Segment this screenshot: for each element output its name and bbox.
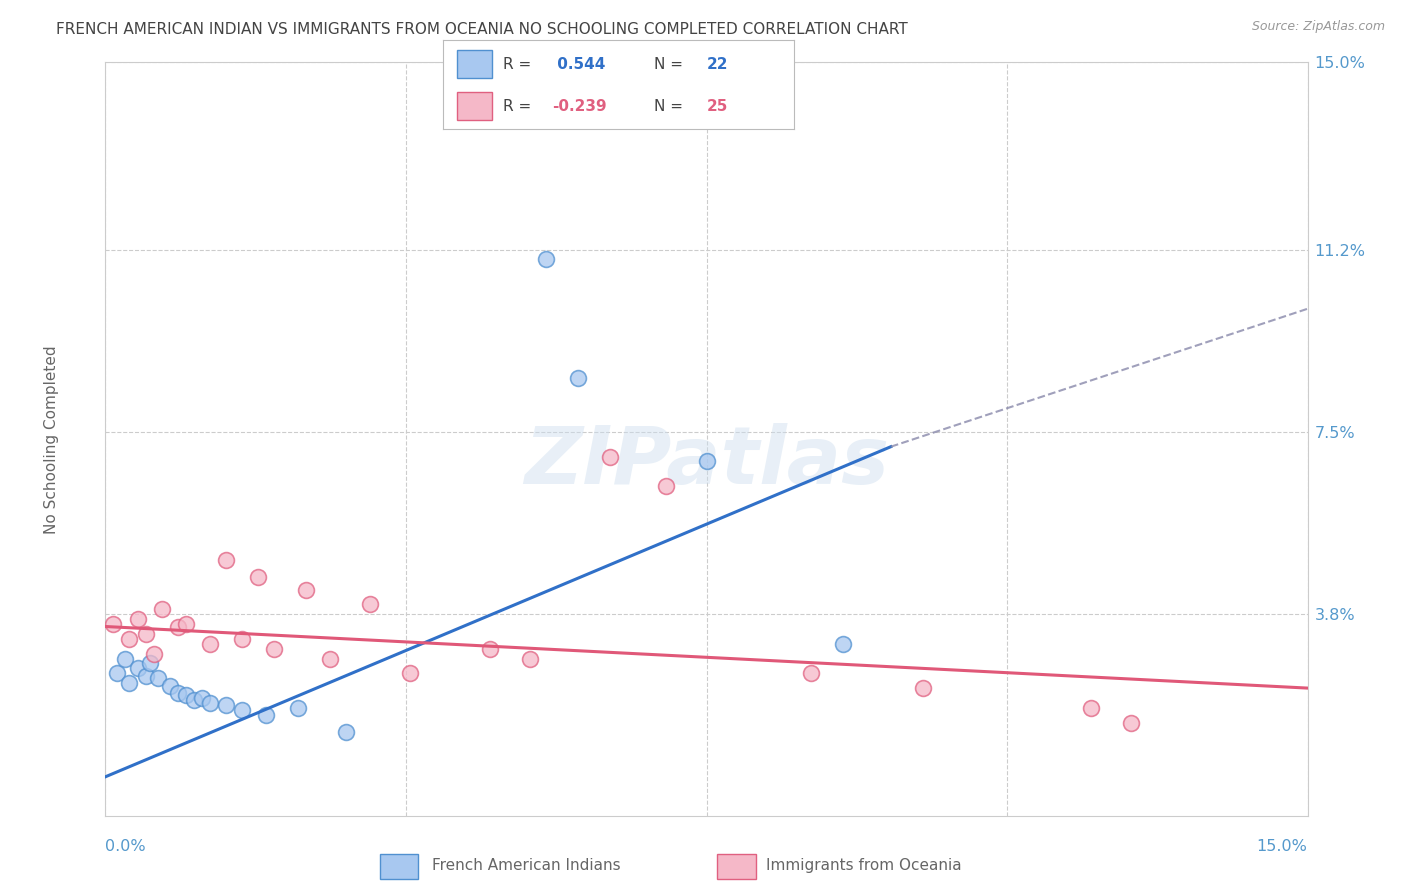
Bar <box>380 855 419 879</box>
Point <box>231 632 253 646</box>
Point <box>174 689 197 703</box>
Point <box>103 617 125 632</box>
Text: 0.544: 0.544 <box>551 57 605 71</box>
Point <box>127 612 149 626</box>
Point <box>159 679 181 693</box>
Point <box>138 657 160 671</box>
Point <box>295 582 318 597</box>
Point <box>198 637 221 651</box>
Text: N =: N = <box>654 57 688 71</box>
Point <box>246 570 269 584</box>
Point <box>1121 715 1143 730</box>
Point <box>479 641 502 656</box>
Point <box>263 641 285 656</box>
Point <box>254 708 277 723</box>
Point <box>359 598 381 612</box>
Point <box>174 617 197 632</box>
Point <box>190 690 212 705</box>
Point <box>118 676 141 690</box>
Point <box>142 647 165 661</box>
Point <box>150 602 173 616</box>
Point <box>107 666 129 681</box>
Point <box>118 632 141 646</box>
Bar <box>457 92 492 120</box>
Point <box>696 454 718 468</box>
Point <box>319 651 342 665</box>
Point <box>831 637 853 651</box>
Point <box>800 666 823 681</box>
Point <box>1080 700 1102 714</box>
Point <box>567 370 589 384</box>
Point <box>911 681 934 695</box>
Point <box>127 661 149 675</box>
Text: 15.0%: 15.0% <box>1257 838 1308 854</box>
Text: Source: ZipAtlas.com: Source: ZipAtlas.com <box>1251 20 1385 33</box>
Text: -0.239: -0.239 <box>551 99 606 113</box>
Text: R =: R = <box>503 99 536 113</box>
Point <box>198 696 221 710</box>
Point <box>534 252 557 267</box>
Point <box>214 698 236 713</box>
Text: No Schooling Completed: No Schooling Completed <box>44 345 59 533</box>
Point <box>519 651 541 665</box>
Point <box>335 725 357 739</box>
Point <box>655 479 678 493</box>
Point <box>135 669 157 683</box>
Point <box>231 703 253 717</box>
Text: 0.0%: 0.0% <box>105 838 146 854</box>
Point <box>399 666 422 681</box>
Bar <box>457 50 492 78</box>
Point <box>135 627 157 641</box>
Text: Immigrants from Oceania: Immigrants from Oceania <box>766 858 962 872</box>
Point <box>166 619 188 633</box>
Text: N =: N = <box>654 99 688 113</box>
Point <box>287 700 309 714</box>
Bar <box>717 855 756 879</box>
Point <box>114 651 136 665</box>
Text: ZIPatlas: ZIPatlas <box>524 423 889 501</box>
Text: FRENCH AMERICAN INDIAN VS IMMIGRANTS FROM OCEANIA NO SCHOOLING COMPLETED CORRELA: FRENCH AMERICAN INDIAN VS IMMIGRANTS FRO… <box>56 22 908 37</box>
Point <box>146 671 169 685</box>
Point <box>214 553 236 567</box>
Point <box>166 686 188 700</box>
Point <box>599 450 621 464</box>
Point <box>183 693 205 707</box>
Text: French American Indians: French American Indians <box>433 858 621 872</box>
Text: R =: R = <box>503 57 536 71</box>
Text: 25: 25 <box>706 99 728 113</box>
Text: 22: 22 <box>706 57 728 71</box>
